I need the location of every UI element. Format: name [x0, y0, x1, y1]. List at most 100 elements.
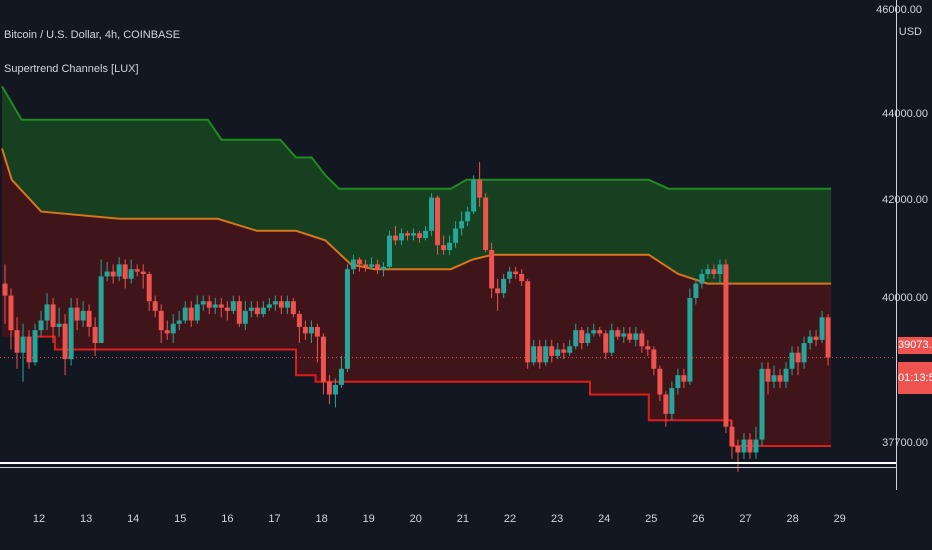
candle-body [393, 235, 399, 241]
candle-body [495, 288, 501, 294]
time-tick-label: 13 [80, 513, 92, 525]
candle [62, 314, 68, 376]
time-tick-label: 24 [598, 513, 610, 525]
candle-body [212, 304, 218, 308]
candle [783, 362, 789, 389]
countdown-label: 01:13:51 [898, 362, 932, 394]
time-tick-label: 25 [645, 513, 657, 525]
lower-channel-fill [2, 148, 832, 446]
symbol-legend[interactable]: Bitcoin / U.S. Dollar, 4h, COINBASE [4, 29, 181, 41]
candle-body [176, 320, 182, 324]
price-label-42000: 42000.00 [882, 194, 928, 206]
candle [471, 175, 477, 214]
candle-body [260, 307, 266, 315]
candle [543, 339, 549, 366]
candle-body [387, 235, 393, 267]
candle [320, 333, 326, 395]
currency-label[interactable]: USD [898, 26, 922, 38]
candle-body [296, 314, 302, 327]
price-label-44000: 44000.00 [882, 108, 928, 120]
candle-body [621, 333, 627, 337]
candle [116, 257, 122, 282]
candle-body [801, 343, 807, 363]
candle [56, 307, 62, 337]
candle-body [741, 439, 747, 453]
candle-body [675, 375, 681, 389]
candle-body [507, 271, 513, 279]
candle [489, 242, 495, 298]
candle-body [447, 242, 453, 250]
candle-body [344, 269, 350, 369]
candle [435, 195, 441, 255]
candle-body [266, 304, 272, 308]
candle-body [86, 310, 92, 327]
candle-body [350, 259, 356, 270]
candle-body [411, 233, 417, 236]
price-label-37700: 37700.00 [882, 437, 928, 449]
candle [218, 298, 224, 318]
candle [465, 206, 471, 226]
candle [447, 235, 453, 255]
candle [170, 314, 176, 344]
candle-body [74, 307, 80, 321]
candle [140, 264, 146, 289]
candle [813, 330, 819, 347]
candle [657, 365, 663, 401]
candle [681, 368, 687, 389]
candle [777, 368, 783, 389]
candle [399, 228, 405, 246]
candle [651, 346, 657, 376]
candle [272, 295, 278, 311]
candle-body [8, 295, 14, 331]
candle-body [591, 330, 597, 334]
candle [507, 266, 513, 284]
candle-body [429, 197, 435, 231]
candle-body [783, 368, 789, 382]
candle [230, 295, 236, 315]
candle [633, 326, 639, 347]
candle-body [711, 269, 717, 274]
chart-separator [0, 462, 897, 464]
candle [68, 298, 74, 366]
candle-body [651, 349, 657, 369]
indicator-legend[interactable]: Supertrend Channels [LUX] [4, 63, 139, 75]
candle [759, 362, 765, 446]
candle-body [435, 197, 441, 246]
candle [152, 295, 158, 318]
candle [825, 314, 831, 366]
candle-body [585, 333, 591, 344]
candle [194, 295, 200, 324]
candle-body [633, 333, 639, 340]
candle [122, 259, 128, 289]
candle [579, 326, 585, 350]
upper-band-line [1, 85, 832, 190]
candle [699, 269, 705, 289]
candle-body [278, 301, 284, 308]
candle-body [122, 264, 128, 279]
candle [663, 391, 669, 427]
candle-body [140, 271, 146, 274]
candle [615, 326, 621, 340]
candle-body [170, 323, 176, 334]
time-tick-label: 28 [786, 513, 798, 525]
candle [278, 295, 284, 315]
candle [585, 326, 591, 347]
candle-body [441, 245, 447, 250]
candle [164, 320, 170, 340]
candle [537, 339, 543, 369]
time-tick-label: 12 [33, 513, 45, 525]
candle [705, 264, 711, 279]
candle [459, 211, 465, 236]
candle-body [519, 274, 525, 282]
candle-body [62, 323, 68, 360]
candle-body [56, 323, 62, 327]
candle-body [789, 352, 795, 369]
candle [645, 339, 651, 356]
candle-body [555, 349, 561, 356]
candle-body [759, 368, 765, 440]
candle-body [356, 259, 362, 265]
candle-body [489, 250, 495, 289]
candle-body [92, 326, 98, 344]
current-price-label: 39073.79 [898, 337, 932, 354]
